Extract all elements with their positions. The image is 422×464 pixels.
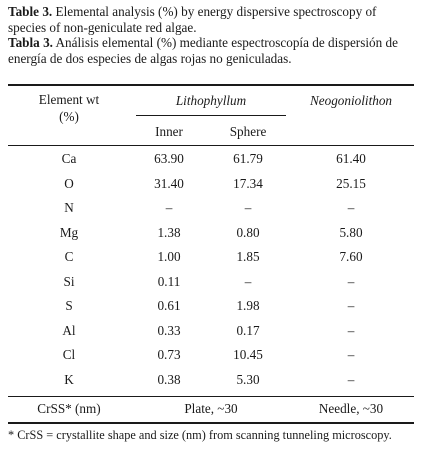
cell-element: S bbox=[65, 298, 73, 313]
cell-inner: 63.90 bbox=[154, 151, 184, 166]
caption-spanish-text: Análisis elemental (%) mediante espectro… bbox=[8, 35, 398, 66]
cell-sphere: – bbox=[244, 273, 252, 289]
cell-element: O bbox=[64, 175, 74, 191]
crss-lithophyllum: Plate, ~30 bbox=[184, 401, 238, 416]
cell-sphere: 1.98 bbox=[236, 298, 260, 313]
header-sphere: Sphere bbox=[229, 124, 267, 139]
caption-spanish: Tabla 3. Análisis elemental (%) mediante… bbox=[8, 35, 416, 66]
cell-inner: 31.40 bbox=[154, 175, 184, 191]
cell-inner: 0.38 bbox=[157, 371, 181, 387]
cell-inner: – bbox=[165, 200, 173, 215]
cell-neo: 7.60 bbox=[339, 249, 363, 264]
table-caption: Table 3. Elemental analysis (%) by energ… bbox=[8, 4, 416, 66]
cell-neo: 5.80 bbox=[339, 224, 363, 240]
crss-label: CrSS* (nm) bbox=[37, 401, 101, 416]
cell-sphere: 0.17 bbox=[236, 322, 260, 338]
cell-inner: 0.61 bbox=[157, 298, 181, 313]
cell-neo: – bbox=[347, 273, 355, 289]
table-footnote: * CrSS = crystallite shape and size (nm)… bbox=[8, 428, 392, 442]
cell-sphere: 61.79 bbox=[233, 151, 263, 166]
header-inner: Inner bbox=[155, 124, 183, 139]
cell-sphere: 17.34 bbox=[233, 175, 263, 191]
cell-element: C bbox=[64, 249, 74, 264]
cell-element: Al bbox=[62, 322, 76, 338]
caption-english: Table 3. Elemental analysis (%) by energ… bbox=[8, 4, 416, 35]
cell-element: K bbox=[64, 371, 74, 387]
lithophyllum-subrule bbox=[136, 115, 286, 116]
cell-neo: 61.40 bbox=[336, 151, 366, 166]
cell-neo: – bbox=[347, 298, 355, 313]
cell-neo: – bbox=[347, 200, 355, 215]
crss-neogoniolithon: Needle, ~30 bbox=[318, 401, 384, 416]
bottom-rule bbox=[8, 422, 414, 424]
cell-neo: – bbox=[347, 371, 355, 387]
cell-element: Ca bbox=[61, 151, 77, 166]
header-bottom-rule bbox=[8, 145, 414, 146]
cell-inner: 1.00 bbox=[157, 249, 181, 264]
cell-element: Cl bbox=[62, 347, 76, 362]
cell-neo: – bbox=[347, 347, 355, 362]
header-neogoniolithon: Neogoniolithon bbox=[309, 93, 393, 108]
cell-sphere: 1.85 bbox=[236, 249, 260, 264]
cell-sphere: 10.45 bbox=[233, 347, 263, 362]
cell-inner: 0.11 bbox=[157, 273, 181, 289]
cell-element: N bbox=[64, 200, 74, 215]
cell-element: Mg bbox=[59, 224, 79, 240]
top-rule bbox=[8, 84, 414, 86]
cell-inner: 1.38 bbox=[157, 224, 181, 240]
cell-neo: 25.15 bbox=[336, 175, 366, 191]
cell-sphere: – bbox=[244, 200, 252, 215]
header-element-line1: Element wt bbox=[38, 92, 100, 107]
cell-inner: 0.73 bbox=[157, 347, 181, 362]
cell-sphere: 0.80 bbox=[236, 224, 260, 240]
caption-english-text: Elemental analysis (%) by energy dispers… bbox=[8, 4, 377, 35]
caption-spanish-label: Tabla 3. bbox=[8, 35, 53, 50]
body-bottom-rule bbox=[8, 396, 414, 397]
cell-sphere: 5.30 bbox=[236, 371, 260, 387]
cell-element: Si bbox=[63, 273, 75, 289]
header-element-line2: (%) bbox=[59, 109, 79, 124]
cell-neo: – bbox=[347, 322, 355, 338]
cell-inner: 0.33 bbox=[157, 322, 181, 338]
header-lithophyllum: Lithophyllum bbox=[175, 93, 247, 108]
caption-english-label: Table 3. bbox=[8, 4, 53, 19]
